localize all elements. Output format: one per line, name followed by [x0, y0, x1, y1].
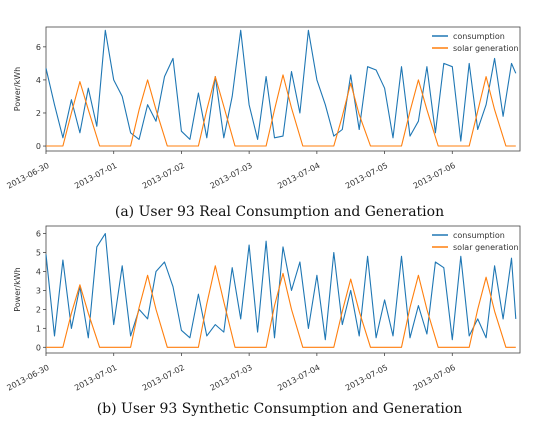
x-tick-label: 2013-07-05	[344, 161, 389, 191]
y-tick-label: 6	[36, 43, 41, 52]
x-tick-label: 2013-07-04	[276, 161, 321, 191]
y-tick-label: 1	[36, 324, 41, 333]
x-tick-label: 2013-06-30	[5, 363, 50, 393]
y-tick-label: 6	[36, 230, 41, 239]
y-axis-label: Power/kWh	[13, 267, 22, 312]
caption: (b) User 93 Synthetic Consumption and Ge…	[97, 401, 463, 417]
legend-label-consumption: consumption	[453, 32, 505, 41]
y-tick-label: 3	[36, 286, 41, 295]
y-tick-label: 4	[36, 76, 41, 85]
y-tick-label: 0	[36, 343, 41, 352]
x-tick-label: 2013-07-03	[209, 363, 254, 393]
y-tick-label: 2	[36, 109, 41, 118]
y-tick-label: 2	[36, 305, 41, 314]
x-tick-label: 2013-07-05	[344, 363, 389, 393]
y-tick-label: 0	[36, 142, 41, 151]
series-line-consumption	[45, 29, 517, 142]
chart-panel-a: 0 2 4 6 2013-06-30 2013-07-01 2013-07-02 2013-…	[5, 26, 521, 220]
x-tick-label: 2013-07-06	[412, 161, 457, 191]
x-tick-label: 2013-07-06	[412, 363, 457, 393]
y-axis-label: Power/kWh	[13, 67, 22, 112]
chart-panel-b: 0 1 2 3 4 5 6 2013-06-30 2013-07-01 2013-07-02 20…	[5, 225, 521, 417]
legend: consumption solar generation	[432, 32, 519, 53]
plot-frame	[45, 225, 521, 354]
x-tick-label: 2013-07-01	[73, 363, 118, 393]
plot-frame	[45, 26, 521, 152]
series-line-solar-generation	[46, 265, 516, 348]
caption: (a) User 93 Real Consumption and Generat…	[115, 204, 444, 220]
x-tick-label: 2013-07-01	[73, 161, 118, 191]
legend-label-solar-generation: solar generation	[453, 243, 519, 252]
x-tick-label: 2013-07-02	[141, 363, 186, 393]
y-tick-label: 4	[36, 267, 41, 276]
legend: consumption solar generation	[432, 231, 519, 252]
x-tick-label: 2013-07-02	[141, 161, 186, 191]
series-line-solar-generation	[46, 74, 516, 147]
x-tick-label: 2013-07-03	[209, 161, 254, 191]
series-line-consumption	[45, 233, 517, 341]
x-tick-label: 2013-07-04	[276, 363, 321, 393]
legend-label-consumption: consumption	[453, 231, 505, 240]
y-tick-label: 5	[36, 249, 41, 258]
x-tick-label: 2013-06-30	[5, 161, 50, 191]
legend-label-solar-generation: solar generation	[453, 44, 519, 53]
